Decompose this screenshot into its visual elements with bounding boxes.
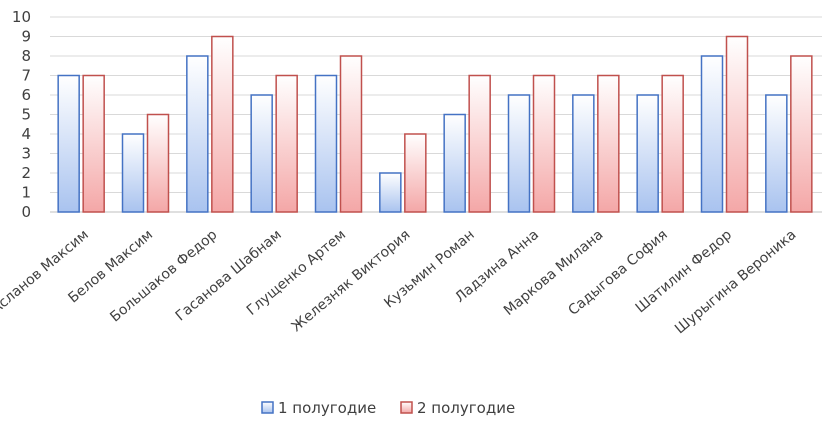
y-tick-label: 9	[21, 28, 31, 46]
bar-1	[121, 133, 145, 213]
y-tick-label: 0	[21, 203, 31, 221]
bar-2	[790, 55, 813, 213]
y-tick-label: 10	[12, 8, 31, 26]
y-tick-label: 7	[21, 67, 31, 85]
legend-label-2: 2 полугодие	[417, 399, 515, 417]
bar-1	[379, 172, 402, 213]
bars	[57, 35, 813, 213]
bar-1	[250, 94, 273, 213]
bar-1	[314, 74, 338, 213]
x-category-label: Гасанова Шабнам	[173, 227, 285, 325]
legend-swatch-1	[261, 401, 274, 414]
legend: 1 полугодие 2 полугодие	[261, 399, 515, 417]
y-tick-label: 6	[21, 86, 31, 104]
x-category-label: Шурыгина Вероника	[672, 227, 799, 337]
y-tick-label: 4	[21, 125, 31, 143]
legend-label-1: 1 полугодие	[278, 399, 376, 417]
bar-2	[661, 74, 684, 213]
bar-2	[275, 74, 298, 213]
y-tick-label: 2	[21, 164, 31, 182]
gridlines	[50, 16, 822, 213]
bar-1	[572, 94, 595, 213]
bar-2	[725, 35, 749, 213]
bar-1	[57, 74, 80, 213]
bar-1	[636, 94, 659, 213]
x-category-label: Большаков Федор	[107, 227, 220, 326]
y-axis-ticks: 01 23 45 67 89 10	[12, 8, 31, 221]
bar-2	[146, 113, 170, 213]
legend-swatch-2	[400, 401, 413, 414]
bar-1	[507, 94, 531, 213]
bar-1	[186, 55, 209, 213]
bar-2	[211, 35, 234, 213]
y-tick-label: 3	[21, 145, 31, 163]
bar-2	[339, 55, 363, 213]
y-tick-label: 5	[21, 106, 31, 124]
bar-2	[532, 74, 556, 213]
bar-2	[468, 74, 491, 213]
bar-1	[700, 55, 724, 213]
bar-2	[404, 133, 427, 213]
x-category-label: Железняк Виктория	[289, 227, 414, 335]
bar-1	[765, 94, 788, 213]
y-tick-label: 1	[21, 184, 31, 202]
bar-2	[597, 74, 620, 213]
y-tick-label: 8	[21, 47, 31, 65]
bar-2	[82, 74, 105, 213]
bar-1	[443, 113, 466, 213]
